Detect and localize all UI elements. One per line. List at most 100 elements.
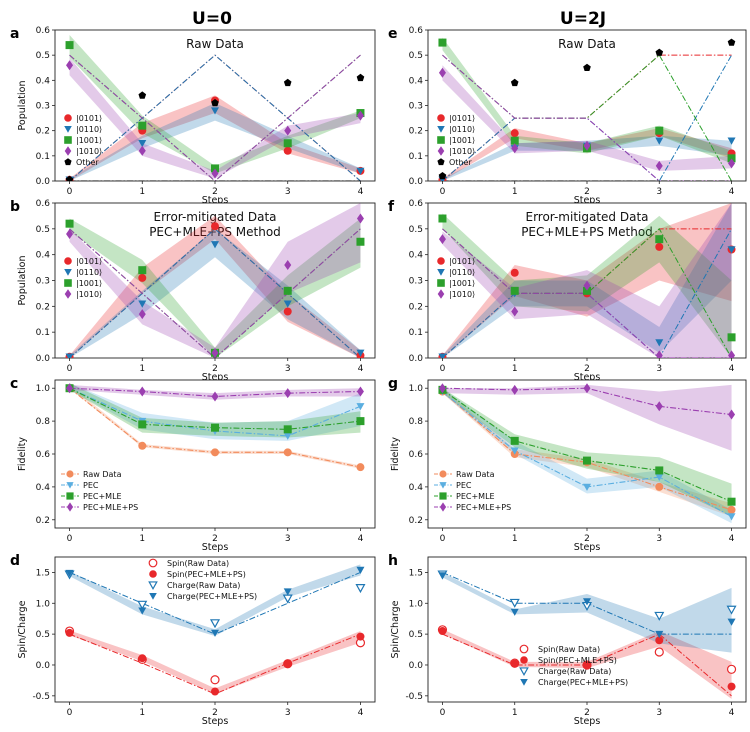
- y-tick-label: 0.1: [36, 328, 50, 338]
- data-point: [138, 607, 147, 615]
- legend-label: PEC: [456, 481, 472, 490]
- data-point: [65, 175, 74, 181]
- ideal-line: [442, 54, 732, 181]
- y-tick-label: 0.2: [36, 127, 50, 137]
- data-point: [438, 214, 447, 223]
- legend-label: PEC+MLE+PS: [83, 503, 138, 512]
- data-point: [655, 636, 664, 645]
- data-point: [510, 268, 519, 277]
- y-tick-label: 0.4: [409, 483, 424, 493]
- data-point: [438, 172, 447, 180]
- data-point: [356, 73, 365, 82]
- error-band: [69, 218, 361, 358]
- data-point: [211, 241, 219, 249]
- error-band: [69, 228, 361, 358]
- plot-area: [438, 383, 736, 524]
- error-band: [69, 203, 361, 358]
- data-point: [583, 286, 591, 295]
- data-point: [583, 280, 591, 291]
- y-tick-label: 0.2: [409, 516, 423, 526]
- data-point: [356, 237, 365, 246]
- legend-marker: [149, 592, 157, 600]
- data-point: [138, 273, 147, 282]
- panel-f: 0.0 0.1 0.2 0.3 0.4 0.5 0.6 0 1 2 3 4 Steps f Error-mi…: [388, 199, 747, 383]
- data-point: [284, 125, 292, 136]
- legend: Raw Data PEC PEC+MLE PEC+MLE+PS: [61, 470, 138, 512]
- data-point: [510, 436, 519, 445]
- x-tick-label: 3: [656, 364, 662, 374]
- y-axis-label: Fidelity: [17, 437, 28, 471]
- data-point: [211, 347, 219, 358]
- data-point: [727, 682, 736, 691]
- legend-marker: [64, 146, 72, 156]
- plot-area: [437, 570, 737, 699]
- x-tick-label: 1: [139, 187, 145, 197]
- panel-b: 0.0 0.1 0.2 0.3 0.4 0.5 0.6 0 1 2 3 4 Steps Populatio…: [10, 199, 376, 383]
- y-axis-label: Fidelity: [390, 437, 401, 471]
- legend-label: |1001⟩: [449, 279, 475, 288]
- data-point: [283, 146, 292, 155]
- y-tick-label: 0.5: [36, 630, 50, 640]
- legend-marker: [519, 667, 529, 677]
- x-tick-label: 4: [358, 364, 364, 374]
- data-point: [138, 309, 146, 320]
- data-point: [655, 48, 664, 56]
- data-point: [583, 140, 591, 151]
- panel-letter: h: [388, 553, 398, 569]
- ideal-line: [69, 54, 361, 181]
- plot-frame: [427, 379, 747, 529]
- legend-label: PEC: [83, 481, 99, 490]
- data-point: [438, 234, 446, 245]
- plot-area: [65, 35, 365, 181]
- data-point: [356, 463, 365, 472]
- panel-letter: e: [388, 26, 398, 42]
- y-tick-label: 0.4: [36, 251, 51, 261]
- y-tick-label: 0.2: [36, 302, 50, 312]
- data-point: [727, 333, 736, 342]
- legend-marker: [64, 279, 72, 287]
- x-tick-label: 0: [67, 708, 73, 718]
- legend: |0101⟩ |0110⟩ |1001⟩ |1010⟩ Other: [64, 114, 102, 167]
- legend-marker: [64, 268, 72, 276]
- legend-label: |0110⟩: [449, 268, 475, 277]
- data-point: [727, 38, 736, 46]
- data-point: [138, 266, 147, 275]
- plot-frame: [427, 29, 747, 182]
- data-point: [138, 420, 147, 429]
- data-point: [727, 505, 736, 514]
- data-point: [655, 137, 664, 145]
- data-point: [211, 423, 219, 432]
- legend-label: Charge(PEC+MLE+PS): [538, 678, 628, 687]
- legend-marker: [64, 136, 72, 144]
- x-tick-label: 3: [285, 534, 291, 544]
- y-tick-label: 0.3: [409, 102, 423, 112]
- x-axis-label: Steps: [574, 716, 601, 727]
- y-tick-label: -0.5: [32, 692, 50, 702]
- data-point: [655, 235, 664, 244]
- data-point: [283, 286, 292, 295]
- y-tick-label: 0.1: [36, 152, 50, 162]
- legend-marker: [520, 678, 528, 686]
- data-point: [511, 384, 519, 395]
- x-tick-label: 3: [285, 187, 291, 197]
- data-point: [211, 391, 219, 402]
- y-tick-label: 1.5: [36, 568, 50, 578]
- data-point: [65, 569, 74, 578]
- panel-e: 0.0 0.1 0.2 0.3 0.4 0.5 0.6 0 1 2 3 4 Steps e Raw Data…: [388, 26, 747, 206]
- panel-title: Error-mitigated Data: [153, 210, 276, 224]
- data-point: [283, 659, 292, 668]
- legend-marker: [437, 289, 445, 299]
- legend-label: |0101⟩: [449, 257, 475, 266]
- data-point: [66, 60, 74, 71]
- data-point: [728, 350, 736, 358]
- legend-label: Charge(Raw Data): [167, 581, 240, 590]
- y-tick-label: 0.4: [36, 483, 51, 493]
- data-point: [510, 659, 519, 668]
- data-point: [583, 63, 591, 71]
- x-tick-label: 4: [358, 187, 364, 197]
- y-tick-label: 0.0: [36, 177, 51, 187]
- panel-title: Error-mitigated Data: [525, 210, 648, 224]
- data-point: [510, 447, 519, 455]
- data-point: [510, 129, 519, 138]
- y-axis-label: Population: [17, 256, 28, 306]
